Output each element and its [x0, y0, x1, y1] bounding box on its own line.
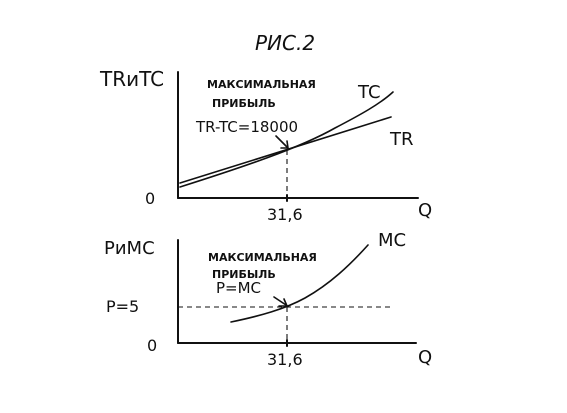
tc-curve-label: TC [357, 82, 381, 103]
top-annotation-arrow [275, 135, 288, 148]
bottom-annotation-arrow [273, 296, 287, 306]
top-annotation-line2: ПРИБЫЛЬ [212, 97, 276, 110]
mc-curve [230, 244, 369, 323]
tr-curve-label: TR [389, 129, 414, 150]
top-origin-label: 0 [145, 189, 155, 208]
bottom-annotation-arrowhead [278, 298, 289, 307]
bottom-y-tick-label: P=5 [106, 297, 139, 316]
bottom-annotation-line2: ПРИБЫЛЬ [212, 268, 276, 281]
figure-title: РИС.2 [255, 31, 315, 55]
bottom-y-axis-label: PиMC [104, 238, 155, 259]
bottom-x-axis-label: Q [418, 347, 432, 368]
bottom-origin-label: 0 [147, 336, 157, 355]
bottom-panel: PиMC 0 Q P=5 MC МАКСИМАЛЬНАЯ ПРИБЫЛЬ P=M… [104, 230, 432, 369]
tc-curve [179, 91, 394, 188]
top-annotation-formula: TR-TC=18000 [195, 118, 298, 136]
bottom-annotation-formula: P=MC [216, 279, 261, 297]
top-annotation-arrowhead [280, 140, 289, 149]
top-y-axis-label: TRиTC [99, 67, 164, 91]
top-x-tick-label: 31,6 [267, 205, 303, 224]
bottom-annotation-line1: МАКСИМАЛЬНАЯ [208, 251, 317, 264]
bottom-x-tick-label: 31,6 [267, 350, 303, 369]
top-panel: TRиTC 0 Q TC TR МАКСИМАЛЬНАЯ ПРИБЫЛЬ TR-… [99, 67, 432, 224]
top-x-axis-label: Q [418, 200, 432, 221]
top-annotation-line1: МАКСИМАЛЬНАЯ [207, 78, 316, 91]
mc-curve-label: MC [378, 230, 406, 251]
